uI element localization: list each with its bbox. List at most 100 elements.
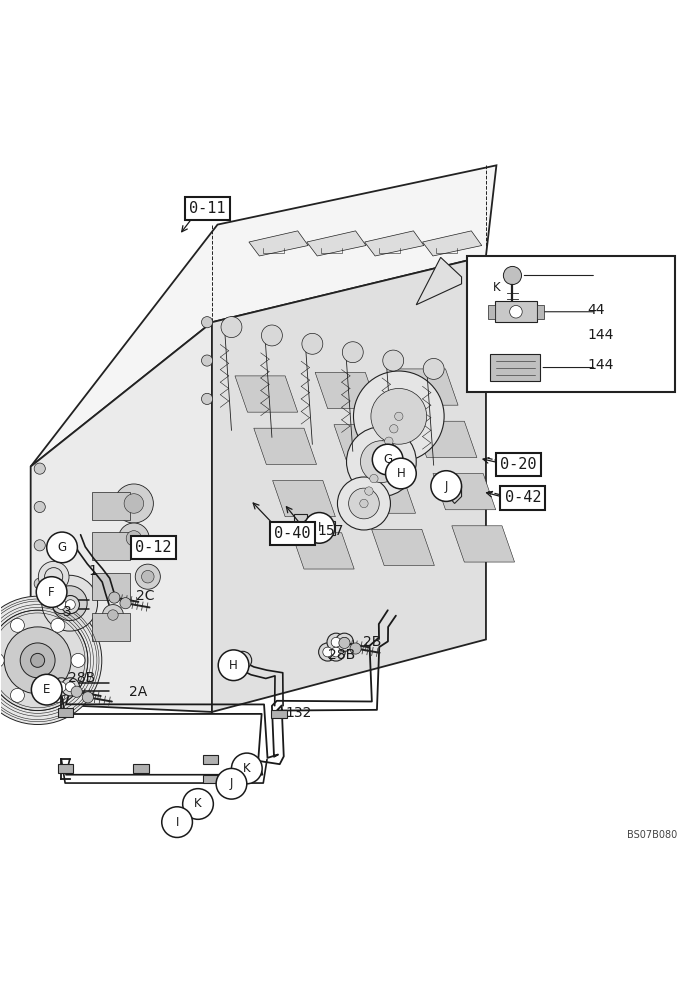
- Bar: [133, 764, 148, 773]
- Text: 44: 44: [587, 303, 605, 317]
- Bar: [467, 256, 675, 392]
- Circle shape: [327, 633, 345, 651]
- Text: J: J: [444, 480, 448, 493]
- Circle shape: [304, 513, 335, 543]
- Circle shape: [124, 494, 144, 513]
- Text: 144: 144: [587, 358, 613, 372]
- Circle shape: [331, 637, 341, 647]
- Circle shape: [225, 651, 243, 669]
- Text: 0-12: 0-12: [135, 540, 172, 555]
- Bar: [92, 492, 130, 520]
- Circle shape: [63, 596, 77, 610]
- Polygon shape: [31, 322, 212, 712]
- Polygon shape: [452, 526, 514, 562]
- Circle shape: [32, 674, 62, 705]
- Polygon shape: [334, 425, 397, 461]
- Text: 132: 132: [286, 706, 312, 720]
- Circle shape: [218, 650, 249, 681]
- Polygon shape: [434, 479, 461, 503]
- Text: 0-20: 0-20: [500, 457, 537, 472]
- Text: 2B: 2B: [363, 635, 382, 649]
- Text: 1: 1: [88, 564, 97, 578]
- Circle shape: [371, 388, 427, 444]
- Polygon shape: [254, 428, 316, 464]
- Circle shape: [183, 789, 214, 819]
- Circle shape: [108, 592, 120, 603]
- Text: 28B: 28B: [69, 671, 96, 685]
- Circle shape: [238, 655, 248, 665]
- Bar: [488, 305, 495, 319]
- Circle shape: [34, 655, 46, 666]
- Circle shape: [34, 463, 46, 474]
- Circle shape: [57, 600, 66, 609]
- Circle shape: [481, 272, 512, 303]
- Text: G: G: [383, 453, 392, 466]
- Circle shape: [360, 499, 368, 508]
- Text: K: K: [194, 797, 202, 810]
- Bar: [271, 710, 286, 718]
- Circle shape: [66, 682, 76, 692]
- Polygon shape: [353, 477, 416, 513]
- Polygon shape: [365, 231, 424, 256]
- Circle shape: [221, 317, 242, 338]
- Polygon shape: [433, 474, 496, 510]
- Circle shape: [331, 647, 341, 657]
- Circle shape: [20, 643, 55, 678]
- Circle shape: [51, 688, 65, 702]
- Polygon shape: [416, 257, 461, 305]
- Circle shape: [339, 637, 350, 649]
- Circle shape: [503, 266, 522, 285]
- Circle shape: [379, 450, 388, 458]
- Circle shape: [360, 441, 402, 483]
- Circle shape: [0, 596, 102, 725]
- Bar: [92, 573, 130, 600]
- Circle shape: [135, 564, 160, 589]
- Circle shape: [57, 682, 66, 692]
- Polygon shape: [249, 231, 308, 256]
- Polygon shape: [372, 529, 435, 566]
- Circle shape: [385, 437, 393, 445]
- Bar: [58, 764, 74, 773]
- Circle shape: [340, 637, 349, 647]
- Text: 0-42: 0-42: [505, 490, 541, 505]
- Polygon shape: [294, 514, 335, 535]
- Circle shape: [126, 531, 141, 546]
- Circle shape: [108, 610, 118, 620]
- Circle shape: [0, 610, 88, 711]
- Circle shape: [262, 325, 282, 346]
- Text: I: I: [318, 521, 321, 534]
- Circle shape: [229, 655, 239, 665]
- Circle shape: [431, 471, 461, 501]
- Circle shape: [66, 600, 76, 609]
- Bar: [203, 775, 218, 783]
- Text: 3: 3: [63, 605, 71, 619]
- Circle shape: [71, 686, 83, 697]
- Polygon shape: [235, 376, 298, 412]
- Circle shape: [47, 532, 78, 563]
- Circle shape: [51, 618, 65, 632]
- Polygon shape: [395, 369, 458, 405]
- Circle shape: [424, 358, 444, 379]
- Text: 157: 157: [318, 524, 344, 538]
- Circle shape: [327, 643, 345, 661]
- Bar: [537, 305, 544, 319]
- Text: 28B: 28B: [328, 648, 356, 662]
- Circle shape: [83, 692, 93, 703]
- Circle shape: [365, 487, 373, 495]
- Text: 2C: 2C: [136, 589, 155, 603]
- Text: F: F: [48, 586, 55, 599]
- Circle shape: [216, 768, 247, 799]
- Circle shape: [34, 501, 46, 513]
- Circle shape: [202, 317, 213, 328]
- Polygon shape: [315, 372, 378, 409]
- Circle shape: [120, 598, 131, 609]
- Circle shape: [34, 616, 46, 628]
- Circle shape: [38, 561, 69, 592]
- Text: BS07B080: BS07B080: [627, 830, 678, 840]
- Polygon shape: [307, 231, 366, 256]
- Polygon shape: [272, 480, 335, 517]
- Circle shape: [10, 688, 25, 702]
- Bar: [490, 354, 540, 381]
- Circle shape: [45, 568, 63, 586]
- Text: I: I: [176, 816, 178, 829]
